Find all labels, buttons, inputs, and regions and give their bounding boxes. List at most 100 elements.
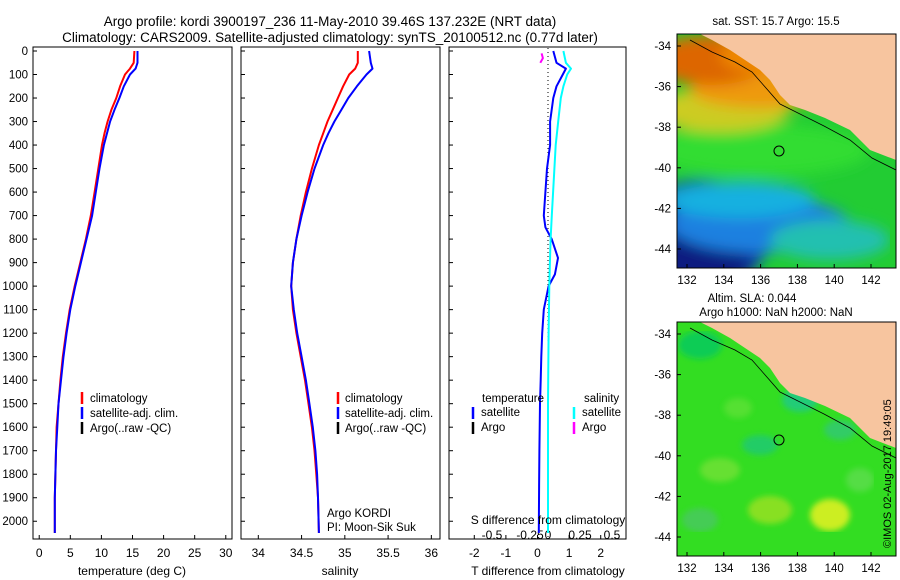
- sla-map-axes: -34 -36 -38 -40 -42 -44 132 134 136 138 140 142: [654, 329, 880, 575]
- depth-tick-label: 100: [9, 70, 28, 82]
- lon-tick-label: 136: [751, 563, 770, 575]
- lat-tick-label: -34: [654, 41, 671, 53]
- s-tick-label: 0.5: [604, 528, 621, 542]
- lat-tick-label: -40: [654, 451, 671, 463]
- difference-depth-ticks: [449, 50, 453, 522]
- depth-tick-label: 1700: [2, 446, 28, 458]
- s-tick-label: -0.25: [516, 528, 544, 542]
- legend-label-s-satellite: satellite: [582, 407, 621, 419]
- legend-heading-temperature: temperature: [482, 393, 544, 405]
- legend-label-argo: Argo(..raw -QC): [345, 423, 426, 435]
- depth-tick-label: 0: [22, 46, 28, 58]
- kangaroo-island: [775, 348, 800, 364]
- salinity-legend: climatology satellite-adj. clim. Argo(..…: [336, 392, 433, 435]
- series-line-salinity-argo: [539, 53, 544, 64]
- argo-float-location: [773, 434, 785, 446]
- series-line-satellite-adj-clim-: [290, 50, 374, 534]
- x-tick-label: 0: [36, 546, 43, 560]
- lon-tick-label: 142: [861, 275, 880, 287]
- depth-tick-label: 1900: [2, 493, 28, 505]
- sst-map: sat. SST: 15.7 Argo: 15.5 -34 -36 -38 -40 -4…: [654, 16, 897, 287]
- legend-label-satellite: satellite-adj. clim.: [90, 408, 178, 420]
- s-tick-label: -0.5: [482, 528, 503, 542]
- sst-map-axes: -34 -36 -38 -40 -42 -44 132 134 136 138 140 142: [654, 41, 880, 287]
- series-line-salinity-satellite: [547, 50, 572, 533]
- depth-tick-label: 1300: [2, 352, 28, 364]
- salinity-panel: 34 34.5 35 35.5 36 salinity climatology sate…: [240, 46, 441, 578]
- lat-tick-label: -42: [654, 491, 671, 503]
- depth-tick-label: 1500: [2, 399, 28, 411]
- lat-tick-label: -36: [654, 82, 671, 94]
- depth-tick-label: 1000: [2, 281, 28, 293]
- s-difference-label: S difference from climatology: [471, 513, 626, 527]
- lat-tick-label: -38: [654, 122, 671, 134]
- land-mass-south-australia: [700, 322, 896, 448]
- t-difference-label: T difference from climatology: [471, 564, 625, 578]
- legend-label-satellite: satellite-adj. clim.: [345, 408, 433, 420]
- sla-field: [678, 331, 874, 532]
- depth-tick-label: 1600: [2, 422, 28, 434]
- lon-tick-label: 142: [861, 563, 880, 575]
- difference-legend: temperature salinity satellite Argo sate…: [471, 393, 621, 434]
- depth-tick-label: 700: [9, 211, 28, 223]
- sst-map-frame: [676, 33, 897, 269]
- salinity-plot-frame: [240, 46, 441, 540]
- shelf-contour: [689, 327, 896, 459]
- legend-label-t-satellite: satellite: [481, 407, 520, 419]
- sla-map-title-line1: Altim. SLA: 0.044: [708, 293, 797, 305]
- s-tick-label: 0.25: [568, 528, 592, 542]
- x-tick-label: -2: [469, 546, 480, 560]
- depth-tick-label: 1800: [2, 469, 28, 481]
- legend-label-climatology: climatology: [345, 393, 403, 405]
- imos-timestamp: ©IMOS 02-Aug-2017 19:49:05: [882, 399, 894, 548]
- sst-map-title: sat. SST: 15.7 Argo: 15.5: [712, 16, 839, 28]
- sla-map: Altim. SLA: 0.044 Argo h1000: NaN h2000:…: [654, 293, 897, 575]
- temperature-axis-label: temperature (deg C): [78, 564, 186, 578]
- x-tick-label: 35.5: [376, 546, 400, 560]
- depth-tick-label: 1200: [2, 328, 28, 340]
- depth-tick-label: 200: [9, 93, 28, 105]
- legend-label-t-argo: Argo: [481, 422, 505, 434]
- depth-tick-label: 1400: [2, 375, 28, 387]
- difference-panel: -2 -1 0 1 2-0.5 -0.25 0 0.25 0.5 S difference fr…: [448, 46, 627, 578]
- lon-tick-label: 132: [677, 275, 696, 287]
- kangaroo-island: [775, 60, 800, 76]
- depth-tick-label: 2000: [2, 516, 28, 528]
- series-line-satellite-adj-clim-: [53, 51, 139, 533]
- lat-tick-label: -44: [654, 532, 671, 544]
- s-tick-label: 0: [545, 528, 552, 542]
- x-tick-label: 25: [188, 546, 202, 560]
- depth-tick-label: 500: [9, 164, 28, 176]
- argo-float-location: [773, 145, 785, 157]
- lon-tick-label: 136: [751, 275, 770, 287]
- figure-title-line2: Climatology: CARS2009. Satellite-adjuste…: [62, 30, 598, 45]
- lat-tick-label: -34: [654, 329, 671, 341]
- x-tick-label: 10: [95, 546, 109, 560]
- x-tick-label: 35: [338, 546, 352, 560]
- x-tick-label: 2: [597, 546, 604, 560]
- x-tick-label: 30: [219, 546, 233, 560]
- legend-heading-salinity: salinity: [584, 393, 619, 405]
- x-tick-label: 15: [126, 546, 140, 560]
- difference-profiles: [537, 50, 572, 534]
- lon-tick-label: 138: [788, 563, 807, 575]
- temperature-legend: climatology satellite-adj. clim. Argo(..…: [80, 392, 178, 435]
- lat-tick-label: -40: [654, 163, 671, 175]
- temperature-x-axis: 0 5 10 15 20 25 30: [36, 535, 233, 560]
- legend-label-argo: Argo(..raw -QC): [90, 423, 171, 435]
- float-note-line1: Argo KORDI: [327, 508, 391, 520]
- lat-tick-label: -36: [654, 370, 671, 382]
- depth-tick-label: 1100: [3, 305, 28, 317]
- x-tick-label: 5: [67, 546, 74, 560]
- sla-map-title-line2: Argo h1000: NaN h2000: NaN: [699, 307, 852, 319]
- temperature-plot-frame: [32, 46, 233, 540]
- x-tick-label: 0: [534, 546, 541, 560]
- depth-tick-label: 900: [9, 258, 28, 270]
- x-tick-label: 20: [157, 546, 171, 560]
- x-tick-label: -1: [501, 546, 512, 560]
- lon-tick-label: 140: [825, 275, 844, 287]
- legend-label-climatology: climatology: [90, 393, 148, 405]
- lon-tick-label: 132: [677, 563, 696, 575]
- x-tick-label: 1: [566, 546, 573, 560]
- depth-axis: 0 100 200 300 400 500 600 700 800 900 1000 1100 1200…: [2, 46, 37, 528]
